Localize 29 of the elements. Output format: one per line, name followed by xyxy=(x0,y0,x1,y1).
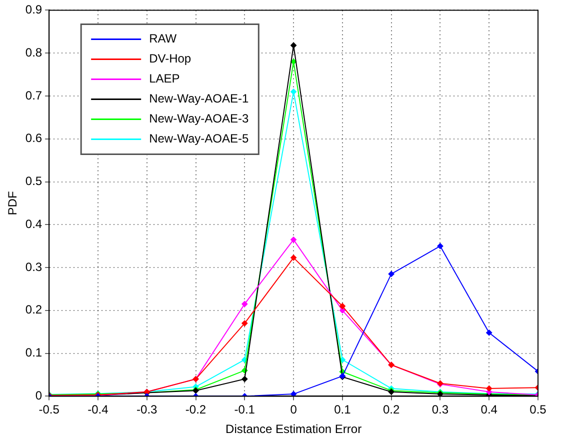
y-tick-label: 0.9 xyxy=(25,2,42,17)
y-tick-label: 0.2 xyxy=(25,302,42,317)
legend-label: RAW xyxy=(149,32,178,46)
legend-label: New-Way-AOAE-3 xyxy=(149,112,249,126)
x-tick-label: -0.1 xyxy=(234,402,256,417)
y-tick-label: 0.7 xyxy=(25,88,42,102)
x-axis-title: Distance Estimation Error xyxy=(226,422,362,436)
x-tick-label: 0.1 xyxy=(334,402,352,417)
x-tick-label: -0.4 xyxy=(88,402,109,417)
y-tick-label: 0.4 xyxy=(25,216,42,231)
x-tick-label: -0.2 xyxy=(185,402,206,417)
x-tick-label: -0.5 xyxy=(38,402,60,417)
x-tick-label: 0.3 xyxy=(432,402,449,417)
y-tick-label: 0.8 xyxy=(25,45,42,60)
legend-label: New-Way-AOAE-1 xyxy=(149,92,249,106)
y-tick-label: 0.6 xyxy=(25,131,42,146)
x-tick-label: 0.5 xyxy=(530,402,547,417)
legend-label: DV-Hop xyxy=(149,52,192,66)
x-tick-label: -0.3 xyxy=(136,402,158,417)
y-tick-label: 0.5 xyxy=(25,174,42,188)
y-tick-label: 0.1 xyxy=(25,346,42,360)
legend-label: LAEP xyxy=(149,72,180,86)
x-tick-label: 0 xyxy=(290,402,298,417)
x-tick-label: 0.2 xyxy=(382,402,400,417)
y-axis-title: PDF xyxy=(6,191,20,216)
x-tick-label: 0.4 xyxy=(480,402,498,417)
y-tick-label: 0.3 xyxy=(25,260,42,274)
y-tick-label: 0 xyxy=(35,388,42,403)
legend-label: New-Way-AOAE-5 xyxy=(149,132,249,146)
